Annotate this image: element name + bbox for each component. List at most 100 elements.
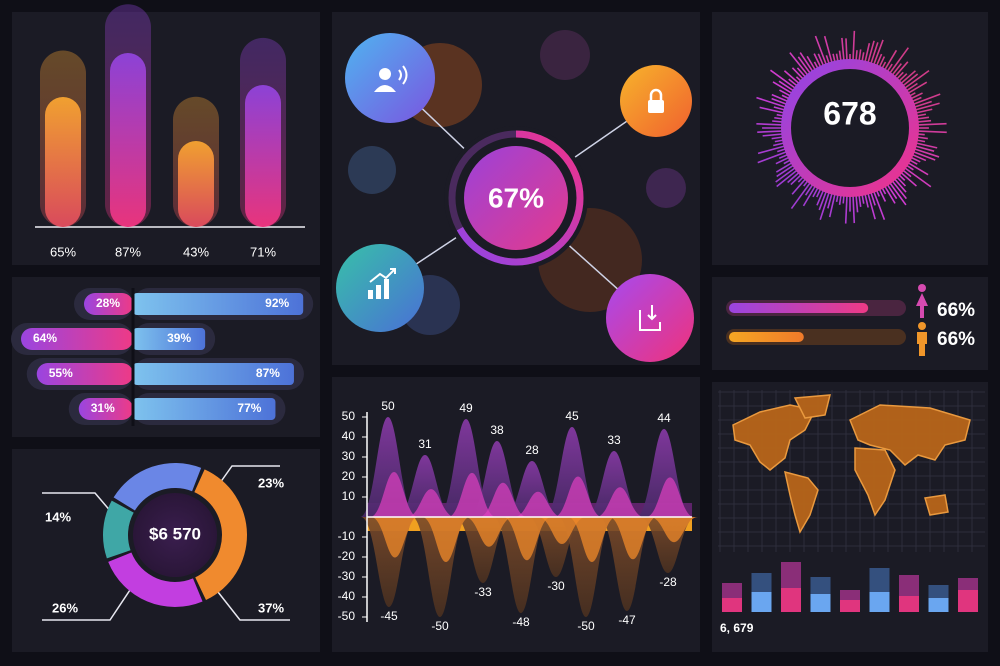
y-tick-label: -50 xyxy=(338,609,356,623)
spike xyxy=(886,184,898,200)
spike xyxy=(902,169,912,178)
spike xyxy=(835,194,839,203)
bar xyxy=(245,85,281,227)
spike xyxy=(910,156,921,163)
spike xyxy=(861,194,865,204)
spike xyxy=(769,69,796,89)
spike xyxy=(816,188,822,198)
y-tick-label: -30 xyxy=(338,569,356,583)
spike xyxy=(773,106,785,111)
bar-segment xyxy=(928,598,949,612)
spike xyxy=(864,42,871,62)
bar-segment xyxy=(869,592,890,612)
bar xyxy=(84,293,133,315)
wave-inner xyxy=(646,477,694,517)
gender-icons xyxy=(916,284,928,356)
spike xyxy=(910,92,923,100)
value-label: -50 xyxy=(577,619,595,633)
spike xyxy=(790,182,811,210)
y-tick-label: 20 xyxy=(342,469,356,483)
bar xyxy=(133,328,206,350)
spike xyxy=(867,193,876,220)
spike xyxy=(878,188,887,202)
spike xyxy=(917,136,928,140)
stat-label: 66% xyxy=(937,300,975,321)
value-label: 33 xyxy=(607,433,621,447)
spike xyxy=(759,106,784,114)
value-label: -45 xyxy=(380,609,398,623)
spike xyxy=(870,192,876,206)
spike xyxy=(898,174,906,181)
spike xyxy=(776,169,798,188)
spike xyxy=(881,61,887,69)
spike xyxy=(832,53,836,62)
wave-inner xyxy=(568,517,616,562)
y-tick-label: -40 xyxy=(338,589,356,603)
spike xyxy=(884,185,896,204)
spike xyxy=(804,184,814,196)
spike xyxy=(825,55,830,64)
spike xyxy=(913,93,941,105)
bar xyxy=(178,141,214,227)
spike xyxy=(912,96,922,103)
bar-segment xyxy=(722,583,742,598)
wave-inner xyxy=(503,517,551,561)
bar-label: 64% xyxy=(33,331,57,345)
map-label: 6, 679 xyxy=(720,621,754,635)
spike xyxy=(779,89,791,97)
wave-inner xyxy=(479,482,527,517)
spike xyxy=(796,67,806,78)
spike xyxy=(845,38,848,61)
bar-label: 87% xyxy=(115,244,141,259)
spike xyxy=(867,40,875,63)
spike xyxy=(858,49,862,61)
spike xyxy=(894,61,909,78)
spike xyxy=(861,52,865,62)
spike xyxy=(816,190,825,206)
spike xyxy=(909,92,916,97)
spike xyxy=(812,187,819,198)
spike xyxy=(790,174,802,186)
wave-inner xyxy=(370,472,418,517)
stat-label: 66% xyxy=(937,329,975,350)
value-label: 45 xyxy=(565,409,579,423)
spike xyxy=(778,80,794,92)
spike xyxy=(783,70,800,84)
spike xyxy=(855,50,858,61)
wave-inner xyxy=(514,491,562,517)
spike xyxy=(806,55,816,71)
spike xyxy=(889,47,909,74)
spike xyxy=(889,182,907,206)
spike xyxy=(835,53,839,62)
center-value: 67% xyxy=(488,182,544,213)
bar-label: 87% xyxy=(256,366,280,380)
spike xyxy=(772,120,783,123)
bar xyxy=(45,97,81,227)
y-tick-label: -10 xyxy=(338,529,356,543)
spike xyxy=(915,145,935,152)
bar-segment xyxy=(810,577,831,594)
spike xyxy=(881,187,887,195)
bar-label: 43% xyxy=(183,244,209,259)
spike xyxy=(875,190,881,197)
wave-inner xyxy=(650,517,698,543)
spike xyxy=(813,53,822,68)
spike xyxy=(772,81,793,94)
bar-segment xyxy=(751,573,772,592)
spike xyxy=(776,113,784,117)
spike xyxy=(787,172,800,184)
y-tick-label: 30 xyxy=(342,449,356,463)
spike xyxy=(906,164,914,171)
spike xyxy=(756,122,783,126)
spike xyxy=(873,39,884,65)
spike xyxy=(904,69,930,89)
spike xyxy=(904,167,932,188)
gauge-value: 678 xyxy=(823,95,876,131)
spike xyxy=(875,53,883,66)
spike xyxy=(852,195,856,224)
value-label: -47 xyxy=(618,613,636,627)
spike xyxy=(828,194,836,218)
bar xyxy=(21,328,133,350)
